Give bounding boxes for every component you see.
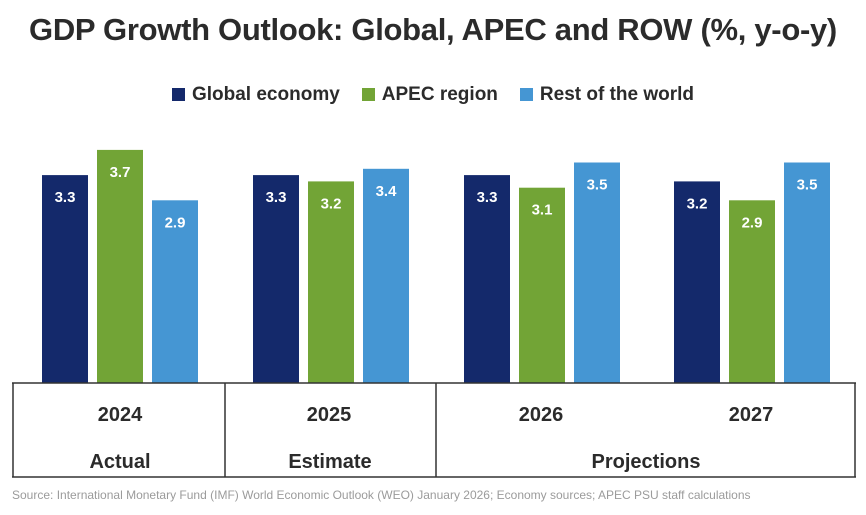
group-label-actual: Actual: [89, 451, 150, 473]
legend-item-rest-of-the-world: Rest of the world: [519, 84, 695, 106]
legend-swatch-rest-of-the-world: [519, 88, 533, 101]
bar-2025-rest-of-the-world: [363, 168, 409, 383]
chart-legend: Global economy APEC region Rest of the wor…: [0, 84, 866, 106]
group-label-projections: Projections: [592, 451, 701, 473]
data-label-2026-rest-of-the-world: 3.5: [587, 177, 608, 194]
legend-label-rest-of-the-world: Rest of the world: [539, 84, 695, 105]
bar-2024-global-economy: [42, 175, 88, 383]
data-label-2024-rest-of-the-world: 2.9: [165, 214, 186, 231]
data-label-2027-global-economy: 3.2: [687, 195, 708, 212]
data-label-2026-global-economy: 3.3: [477, 189, 498, 206]
legend-item-apec-region: APEC region: [361, 84, 498, 106]
bar-2024-apec-region: [97, 149, 143, 383]
data-label-2027-rest-of-the-world: 3.5: [797, 177, 818, 194]
bar-2025-apec-region: [308, 181, 354, 383]
legend-swatch-apec-region: [361, 88, 375, 101]
source-note: Source: International Monetary Fund (IMF…: [12, 488, 751, 502]
bar-2027-rest-of-the-world: [784, 162, 830, 383]
tick-label-2024: 2024: [98, 404, 143, 426]
data-label-2024-global-economy: 3.3: [55, 189, 76, 206]
data-label-2025-rest-of-the-world: 3.4: [376, 183, 398, 200]
data-label-2027-apec-region: 2.9: [742, 214, 763, 231]
legend-item-global-economy: Global economy: [171, 84, 340, 106]
bar-2025-global-economy: [253, 175, 299, 383]
tick-label-2026: 2026: [519, 404, 564, 426]
tick-label-2027: 2027: [729, 404, 774, 426]
bar-2027-global-economy: [674, 181, 720, 383]
bar-2026-apec-region: [519, 187, 565, 383]
data-label-2025-global-economy: 3.3: [266, 189, 287, 206]
bar-2026-rest-of-the-world: [574, 162, 620, 383]
tick-label-2025: 2025: [307, 404, 352, 426]
data-label-2025-apec-region: 3.2: [321, 195, 342, 212]
chart-title: GDP Growth Outlook: Global, APEC and ROW…: [29, 12, 837, 47]
bar-2026-global-economy: [464, 175, 510, 383]
data-label-2026-apec-region: 3.1: [532, 202, 553, 219]
bar-2024-rest-of-the-world: [152, 200, 198, 383]
bar-2027-apec-region: [729, 200, 775, 383]
legend-label-global-economy: Global economy: [191, 84, 340, 105]
legend-swatch-global-economy: [171, 88, 185, 101]
legend-label-apec-region: APEC region: [381, 84, 498, 105]
group-label-estimate: Estimate: [288, 451, 371, 473]
data-label-2024-apec-region: 3.7: [110, 164, 131, 181]
